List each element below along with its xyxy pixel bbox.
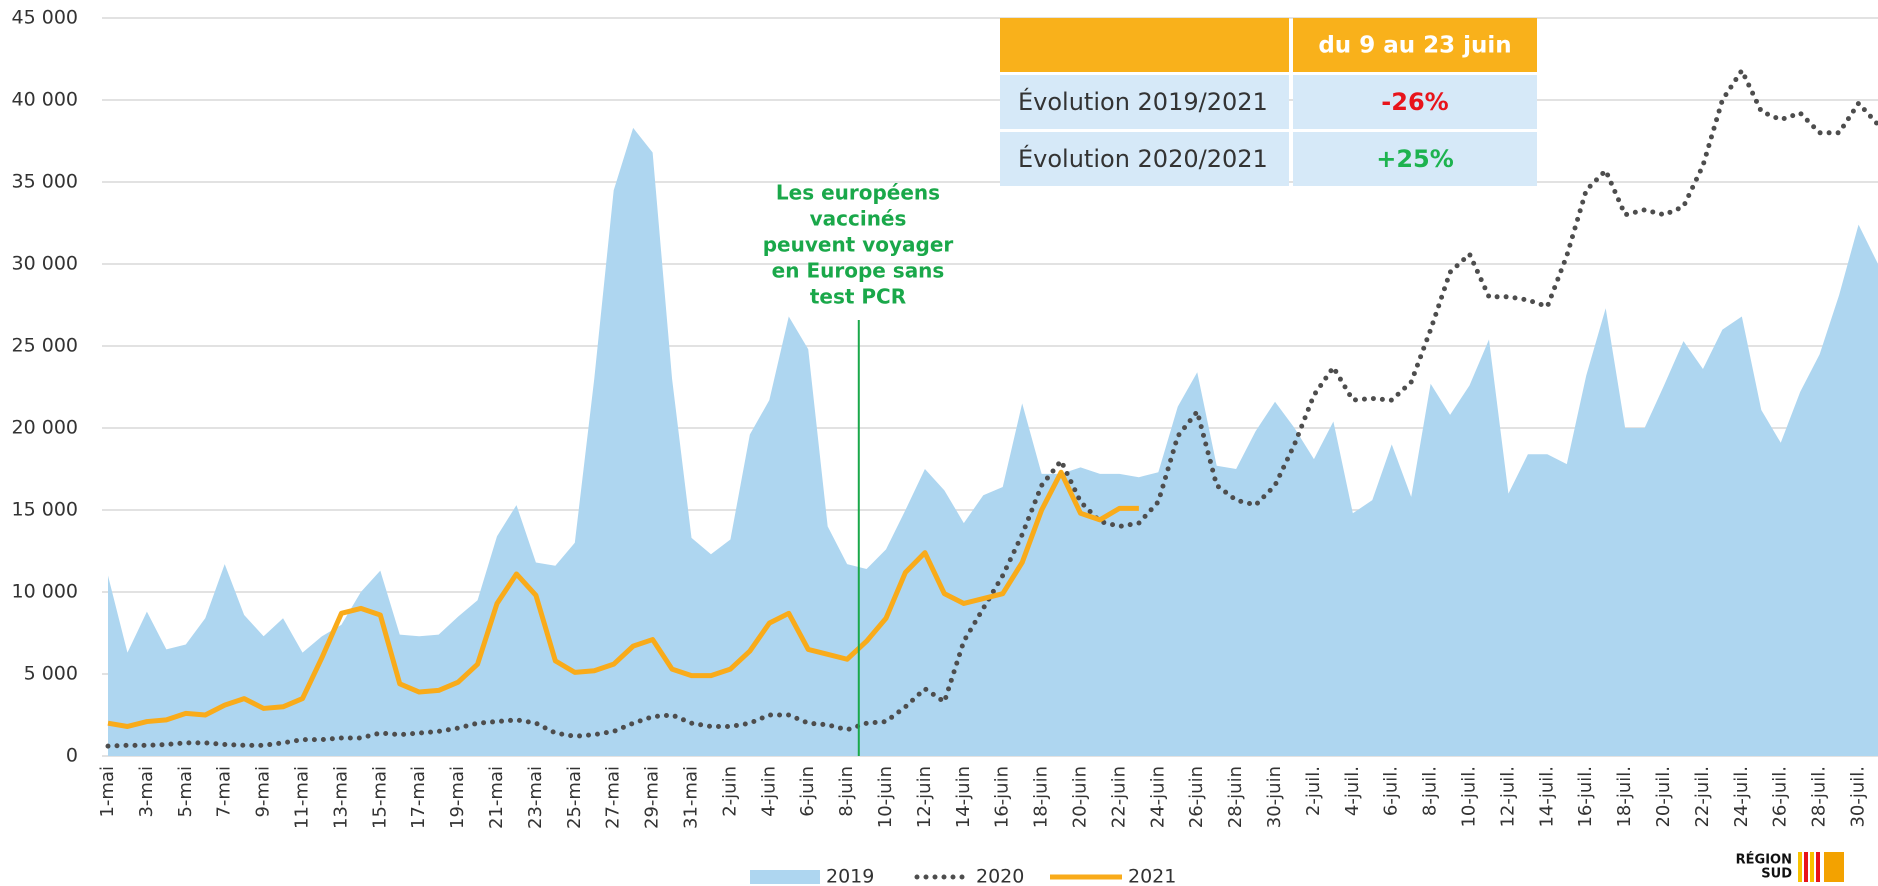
y-tick-label: 35 000 xyxy=(12,171,78,193)
x-tick-label: 8-juin xyxy=(836,766,857,817)
y-tick-label: 15 000 xyxy=(12,499,78,521)
x-tick-label: 4-juin xyxy=(758,766,779,817)
table-cell xyxy=(1000,75,1289,129)
annotation-text: en Europe sans xyxy=(772,259,945,283)
x-tick-label: 12-juil. xyxy=(1497,766,1518,828)
x-tick-label: 6-juin xyxy=(797,766,818,817)
x-tick-label: 22-juin xyxy=(1108,766,1129,828)
x-tick-label: 13-mai xyxy=(330,766,351,829)
legend-swatch xyxy=(750,870,820,884)
x-tick-label: 28-juil. xyxy=(1809,766,1830,828)
y-tick-label: 10 000 xyxy=(12,581,78,603)
y-tick-label: 0 xyxy=(66,745,78,767)
legend-label: 2019 xyxy=(826,866,874,886)
table-label: Évolution 2019/2021 xyxy=(1018,87,1268,116)
logo-flag xyxy=(1798,852,1802,882)
annotation-text: peuvent voyager xyxy=(763,233,954,257)
table-header: du 9 au 23 juin xyxy=(1318,33,1511,59)
x-tick-label: 16-juil. xyxy=(1575,766,1596,828)
y-tick-label: 25 000 xyxy=(12,335,78,357)
table-cell xyxy=(1293,75,1537,129)
x-tick-label: 30-juil. xyxy=(1848,766,1869,828)
table-value: +25% xyxy=(1376,145,1454,173)
y-tick-label: 30 000 xyxy=(12,253,78,275)
y-tick-label: 5 000 xyxy=(24,663,78,685)
annotation-text: vaccinés xyxy=(810,207,907,231)
logo-flag xyxy=(1824,852,1844,882)
table-header-left xyxy=(1000,18,1289,72)
x-tick-label: 10-juil. xyxy=(1459,766,1480,828)
x-tick-label: 19-mai xyxy=(447,766,468,829)
table-cell xyxy=(1293,132,1537,186)
x-tick-label: 29-mai xyxy=(642,766,663,829)
y-tick-label: 40 000 xyxy=(12,89,78,111)
x-tick-label: 2-juil. xyxy=(1303,766,1324,816)
x-tick-label: 1-mai xyxy=(97,766,118,818)
x-tick-label: 31-mai xyxy=(681,766,702,829)
line-2020 xyxy=(105,67,1878,749)
x-tick-label: 6-juil. xyxy=(1381,766,1402,816)
x-tick-label: 16-juin xyxy=(992,766,1013,828)
line-2021 xyxy=(107,469,1139,729)
x-tick-label: 5-mai xyxy=(175,766,196,818)
x-tick-label: 24-juil. xyxy=(1731,766,1752,828)
x-tick-label: 9-mai xyxy=(253,766,274,818)
x-tick-label: 24-juin xyxy=(1147,766,1168,828)
table-header-right xyxy=(1293,18,1537,72)
x-tick-label: 15-mai xyxy=(369,766,390,829)
x-tick-label: 4-juil. xyxy=(1342,766,1363,816)
x-tick-label: 26-juin xyxy=(1186,766,1207,828)
y-tick-label: 20 000 xyxy=(12,417,78,439)
legend-label: 2020 xyxy=(976,866,1024,886)
logo-flag xyxy=(1804,852,1808,882)
annotation-text: Les européens xyxy=(776,181,940,205)
y-tick-label: 45 000 xyxy=(12,7,78,29)
table-value: -26% xyxy=(1381,88,1448,116)
x-tick-label: 8-juil. xyxy=(1420,766,1441,816)
x-tick-label: 7-mai xyxy=(214,766,235,818)
logo-text: RÉGION xyxy=(1736,852,1792,868)
x-tick-label: 20-juin xyxy=(1070,766,1091,828)
x-tick-label: 25-mai xyxy=(564,766,585,829)
x-tick-label: 10-juin xyxy=(875,766,896,828)
x-tick-label: 22-juil. xyxy=(1692,766,1713,828)
logo-flag xyxy=(1816,852,1820,882)
table-cell xyxy=(1000,132,1289,186)
annotation-text: test PCR xyxy=(810,285,906,309)
logo-text: SUD xyxy=(1761,867,1792,882)
x-tick-label: 27-mai xyxy=(603,766,624,829)
x-tick-label: 28-juin xyxy=(1225,766,1246,828)
x-tick-label: 2-juin xyxy=(719,766,740,817)
x-tick-label: 18-juin xyxy=(1031,766,1052,828)
legend-label: 2021 xyxy=(1128,866,1176,886)
x-tick-label: 14-juil. xyxy=(1536,766,1557,828)
x-tick-label: 21-mai xyxy=(486,766,507,829)
x-tick-label: 23-mai xyxy=(525,766,546,829)
x-tick-label: 12-juin xyxy=(914,766,935,828)
x-tick-label: 18-juil. xyxy=(1614,766,1635,828)
x-tick-label: 17-mai xyxy=(408,766,429,829)
x-tick-label: 20-juil. xyxy=(1653,766,1674,828)
x-tick-label: 11-mai xyxy=(292,766,313,829)
table-label: Évolution 2020/2021 xyxy=(1018,144,1268,173)
area-2019 xyxy=(108,127,1878,756)
logo-flag xyxy=(1810,852,1814,882)
x-tick-label: 30-juin xyxy=(1264,766,1285,828)
x-tick-label: 26-juil. xyxy=(1770,766,1791,828)
x-tick-label: 3-mai xyxy=(136,766,157,818)
x-tick-label: 14-juin xyxy=(953,766,974,828)
